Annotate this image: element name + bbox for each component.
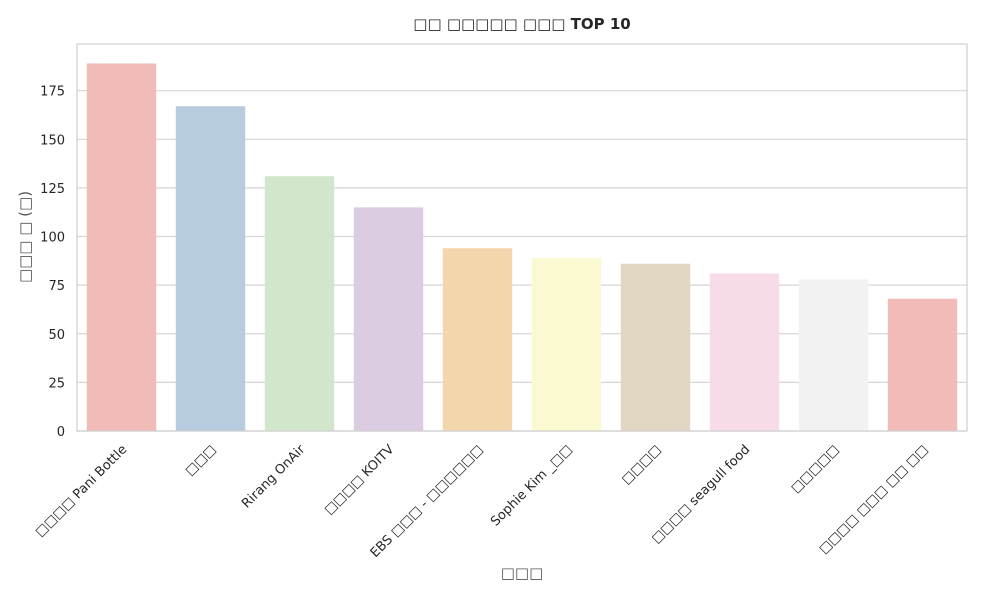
x-tick-label: □□□ bbox=[183, 442, 220, 479]
y-tick-label: 25 bbox=[48, 376, 65, 391]
x-axis-title: □□□ bbox=[501, 564, 544, 582]
y-tick-label: 75 bbox=[48, 279, 65, 294]
bar bbox=[442, 248, 513, 431]
bar bbox=[620, 263, 691, 431]
bar bbox=[709, 273, 780, 431]
x-tick-label: □□□□ Pani Bottle bbox=[33, 442, 131, 540]
x-tick-label: Sophie Kim _□□ bbox=[488, 442, 575, 529]
y-tick-label: 125 bbox=[40, 182, 65, 197]
x-tick-label: Rirang OnAir bbox=[239, 442, 309, 512]
bars bbox=[86, 63, 958, 432]
chart-title: □□ □□□□□ □□□ TOP 10 bbox=[413, 15, 630, 33]
y-tick-label: 175 bbox=[40, 85, 65, 100]
bar bbox=[264, 176, 335, 431]
y-tick-labels: 0 25 50 75 100 125 150 175 bbox=[40, 85, 65, 440]
bar bbox=[86, 63, 157, 431]
bar bbox=[353, 207, 424, 431]
y-tick-label: 150 bbox=[40, 133, 65, 148]
x-tick-label: □□□□ KOITV bbox=[322, 442, 398, 518]
bar bbox=[175, 106, 246, 432]
y-axis-title: □□□ □ (□) bbox=[16, 191, 34, 283]
x-tick-label: □□□□□ bbox=[788, 442, 842, 496]
bar bbox=[887, 298, 958, 431]
bar bbox=[798, 279, 869, 431]
bar bbox=[531, 257, 602, 431]
x-tick-labels: □□□□ Pani Bottle □□□ Rirang OnAir □□□□ KOIT… bbox=[33, 442, 932, 561]
x-tick-label: □□□□ seagull food bbox=[649, 442, 753, 546]
plot-frame bbox=[76, 43, 968, 432]
x-tick-label: □□□□ bbox=[619, 442, 664, 487]
y-tick-label: 100 bbox=[40, 231, 65, 246]
y-tick-label: 0 bbox=[57, 425, 65, 440]
y-tick-label: 50 bbox=[48, 328, 65, 343]
